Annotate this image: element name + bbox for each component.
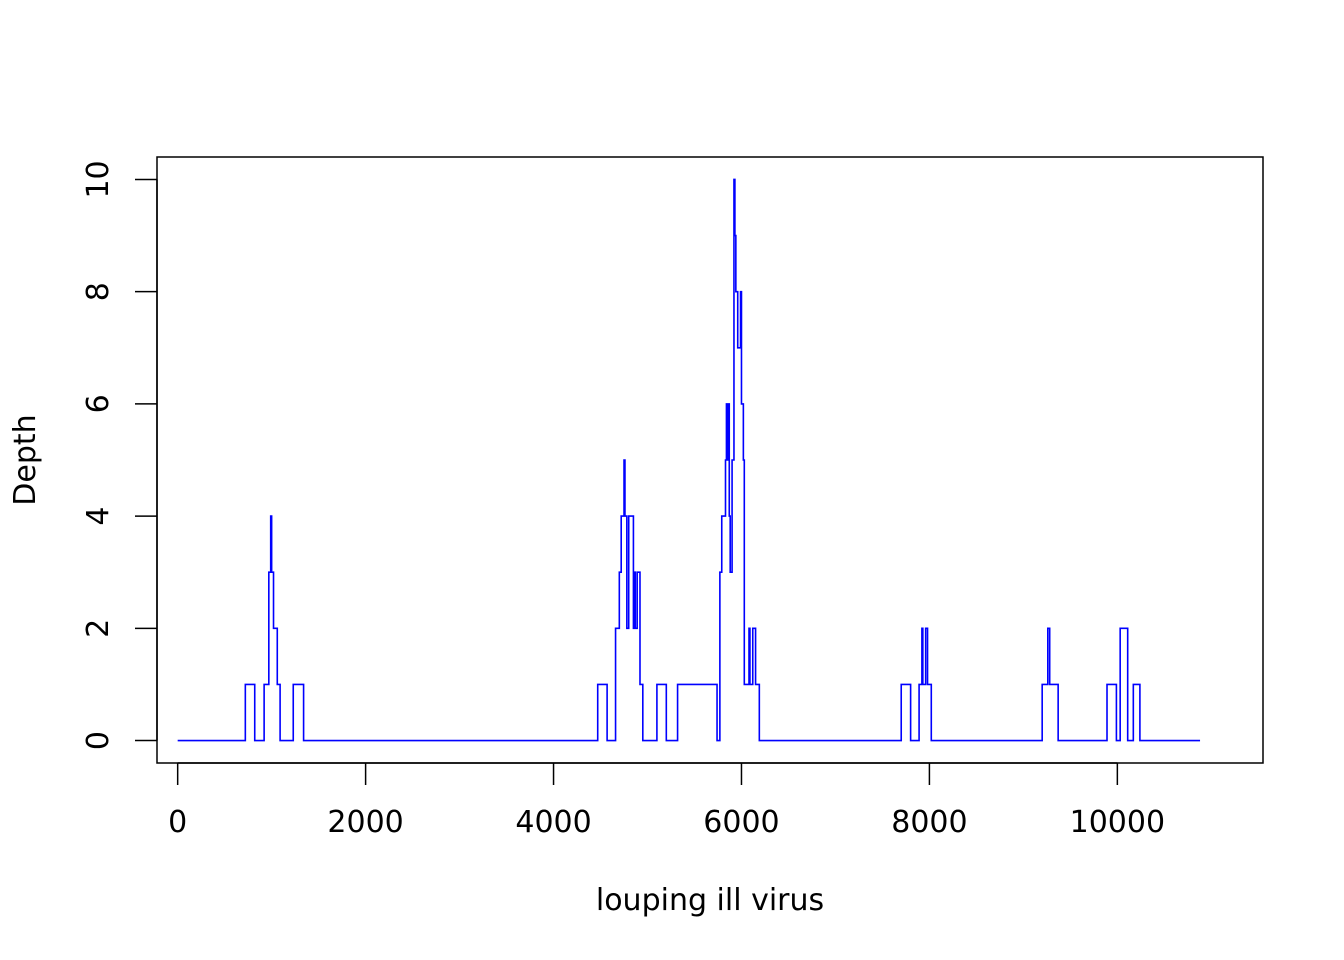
series-layer xyxy=(177,178,1201,742)
y-tick-label: 4 xyxy=(81,507,116,526)
x-tick-label: 8000 xyxy=(891,805,967,840)
y-axis: 0 2 4 6 8 10 xyxy=(81,160,158,750)
y-tick-label: 8 xyxy=(81,282,116,301)
series-line-0 xyxy=(177,178,1201,742)
y-tick-label: 10 xyxy=(81,160,116,198)
y-tick-label: 2 xyxy=(81,619,116,638)
plot-frame xyxy=(156,156,1264,764)
y-tick-label: 0 xyxy=(81,731,116,750)
x-tick-label: 2000 xyxy=(327,805,403,840)
x-axis: 0 2000 4000 6000 8000 10000 xyxy=(168,762,1165,840)
x-tick-label: 4000 xyxy=(515,805,591,840)
x-tick-label: 10000 xyxy=(1070,805,1165,840)
x-tick-label: 6000 xyxy=(703,805,779,840)
x-axis-label: louping ill virus xyxy=(596,883,824,918)
y-tick-label: 6 xyxy=(81,394,116,413)
y-axis-label: Depth xyxy=(8,414,43,505)
x-tick-label: 0 xyxy=(168,805,187,840)
